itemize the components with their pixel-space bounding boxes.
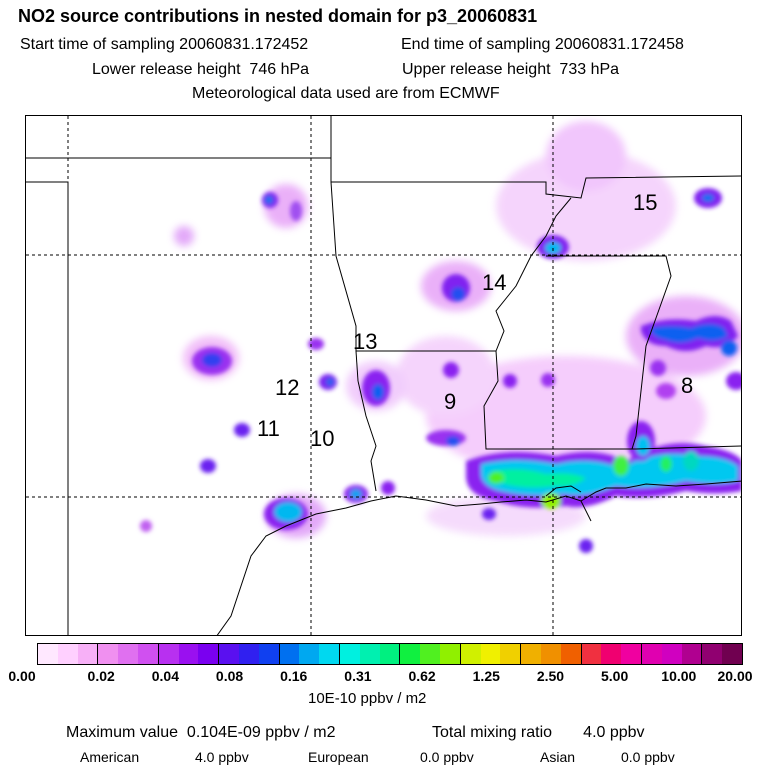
color-scale-swatch: [198, 644, 219, 664]
color-scale-swatch: [359, 644, 380, 664]
color-scale-swatch: [379, 644, 400, 664]
region-label-11: 11: [257, 416, 280, 441]
region-label-12: 12: [275, 375, 300, 400]
color-scale-swatch: [97, 644, 119, 664]
color-scale-swatch: [661, 644, 682, 664]
region-label-15: 15: [633, 190, 658, 215]
maximum-value: Maximum value 0.104E-09 ppbv / m2: [66, 724, 336, 741]
color-scale-swatch: [439, 644, 460, 664]
lower-release-height: Lower release height 746 hPa: [92, 61, 310, 78]
color-scale-swatch: [218, 644, 239, 664]
color-scale-swatch: [118, 644, 138, 664]
color-scale-swatch: [399, 644, 421, 664]
region-label-10: 10: [310, 426, 335, 451]
color-scale-tick: 0.31: [344, 668, 372, 684]
color-scale-tick: 0.08: [215, 668, 244, 684]
met-data-source: Meteorological data used are from ECMWF: [192, 85, 500, 102]
color-scale-swatch: [278, 644, 300, 664]
color-scale-swatch: [319, 644, 339, 664]
color-scale-swatch: [38, 644, 58, 664]
color-scale-tick: 0.16: [280, 668, 308, 684]
color-scale-swatch: [520, 644, 541, 664]
color-scale-swatch: [722, 644, 742, 664]
color-scale-tick: 20.00: [717, 668, 753, 684]
color-scale-swatch: [500, 644, 521, 664]
asian-value: 0.0 ppbv: [621, 749, 675, 765]
european-label: European: [308, 749, 369, 765]
map-panel: 15 14 13 12 11 10 9 8: [25, 115, 742, 636]
color-scale-swatch: [601, 644, 622, 664]
color-scale-swatch: [178, 644, 199, 664]
color-scale-swatch: [621, 644, 641, 664]
grid-lines: [26, 116, 741, 635]
color-scale-swatch: [560, 644, 581, 664]
plot-title: NO2 source contributions in nested domai…: [18, 6, 538, 26]
color-scale-swatch: [338, 644, 360, 664]
region-label-9: 9: [444, 389, 457, 414]
color-scale-tick: 0.00: [8, 668, 36, 684]
european-value: 0.0 ppbv: [420, 749, 474, 765]
color-scale-swatch: [238, 644, 259, 664]
color-scale-swatch: [77, 644, 98, 664]
region-label-14: 14: [482, 270, 507, 295]
color-scale-swatch: [480, 644, 501, 664]
asian-label: Asian: [540, 749, 576, 765]
color-scale-swatch: [681, 644, 702, 664]
color-scale-unit: 10E-10 ppbv / m2: [308, 690, 427, 707]
color-scale-swatch: [258, 644, 279, 664]
american-label: American: [80, 749, 140, 765]
color-scale-swatch: [540, 644, 561, 664]
region-label-8: 8: [681, 373, 694, 398]
color-scale-tick: 1.25: [472, 668, 500, 684]
american-value: 4.0 ppbv: [195, 749, 249, 765]
concentration-field: [140, 121, 741, 553]
end-time: End time of sampling 20060831.172458: [401, 36, 684, 53]
region-label-13: 13: [353, 329, 378, 354]
map-canvas: [26, 116, 741, 635]
start-time: Start time of sampling 20060831.172452: [20, 36, 309, 53]
color-scale-tick: 5.00: [601, 668, 629, 684]
color-scale-swatch: [701, 644, 723, 664]
color-scale-bar: [37, 643, 743, 665]
color-scale-tick: 0.04: [151, 668, 179, 684]
upper-release-height: Upper release height 733 hPa: [402, 61, 620, 78]
color-scale-swatch: [157, 644, 179, 664]
color-scale-swatch: [459, 644, 481, 664]
color-scale-tick: 2.50: [536, 668, 565, 684]
color-scale-tick: 0.62: [408, 668, 436, 684]
color-scale-swatch: [580, 644, 602, 664]
coastline: [216, 480, 741, 635]
color-scale-tick: 0.02: [87, 668, 115, 684]
color-scale-tick: 10.00: [661, 668, 697, 684]
color-scale-swatch: [420, 644, 440, 664]
state-boundaries: [26, 116, 741, 635]
color-scale-swatch: [299, 644, 320, 664]
color-scale-swatch: [57, 644, 78, 664]
color-scale-swatch: [640, 644, 662, 664]
total-mixing-ratio: Total mixing ratio 4.0 ppbv: [432, 724, 645, 741]
color-scale-swatch: [137, 644, 158, 664]
